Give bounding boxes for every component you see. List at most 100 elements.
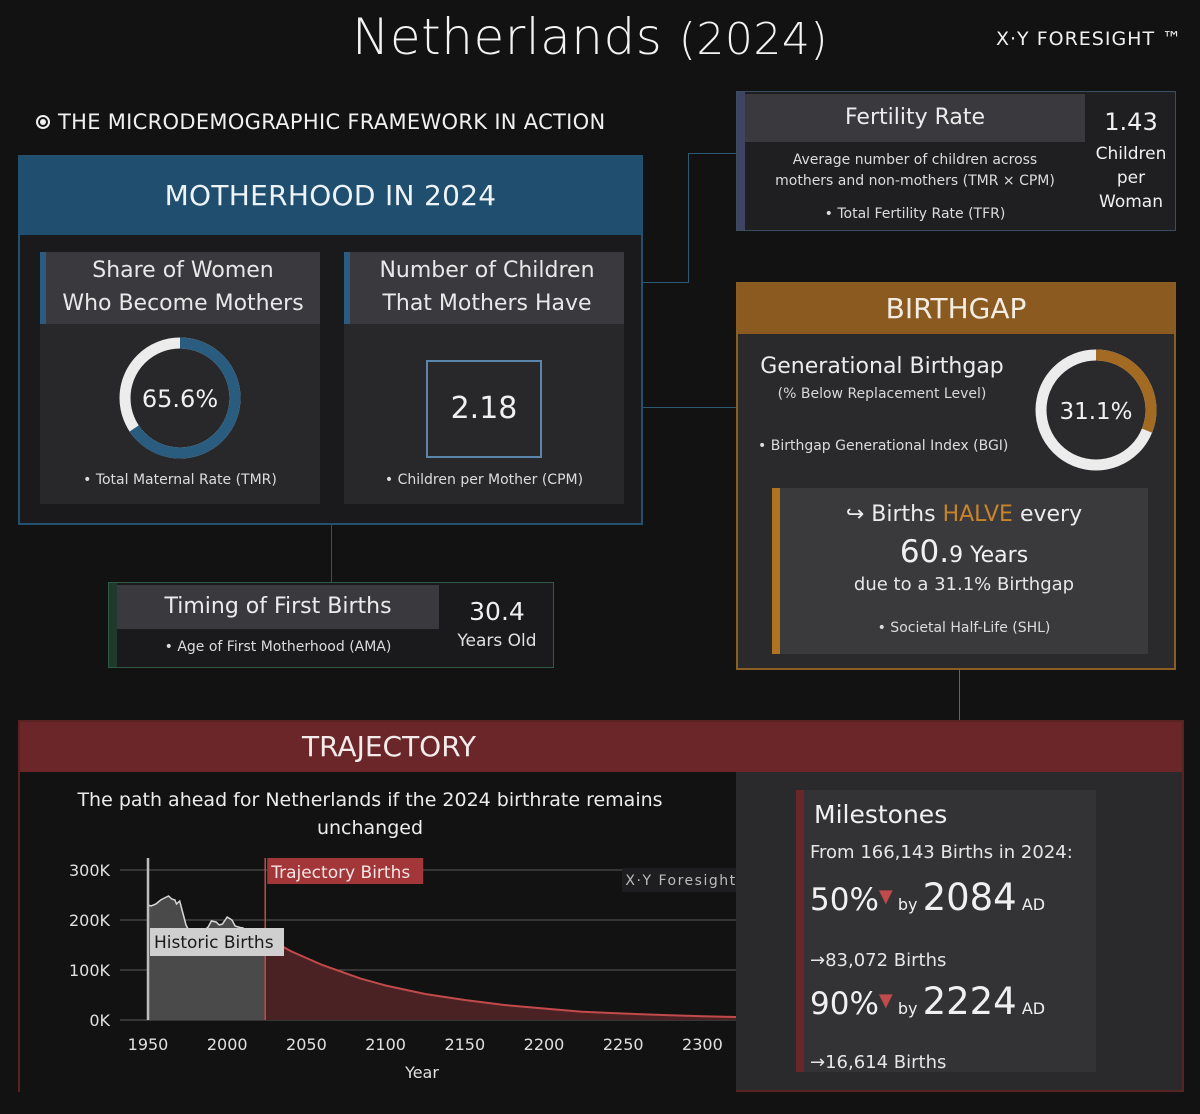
shl-years-small: 9 Years: [949, 543, 1029, 568]
framework-label: THE MICRODEMOGRAPHIC FRAMEWORK IN ACTION: [58, 110, 606, 134]
tfr-unit-line3: Woman: [1099, 192, 1163, 212]
birthgap-panel: BIRTHGAP Generational Birthgap (% Below …: [736, 282, 1176, 670]
milestone-90-year: 2224: [922, 980, 1017, 1023]
cpm-value: 2.18: [426, 360, 542, 458]
connector-line: [643, 407, 736, 408]
shl-accent-bar: [772, 488, 780, 654]
connector-line: [331, 525, 332, 582]
births-chart: 300K 200K 100K 0K 1950 2000 2050 2100 2150 2200 22…: [69, 858, 736, 1082]
watermark-label: X·Y Foresight: [625, 873, 736, 889]
shl-line1: ↪ Births HALVE every: [780, 502, 1148, 527]
shl-years: 60.9 Years: [780, 534, 1148, 570]
fertility-title: Fertility Rate: [745, 94, 1085, 142]
y-tick-label: 300K: [69, 861, 111, 880]
page-title: Netherlands (2024): [0, 8, 1180, 66]
milestone-90-births: →16,614 Births: [810, 1052, 947, 1073]
shl-box: ↪ Births HALVE every 60.9 Years due to a…: [772, 488, 1148, 654]
tfr-value: 1.43: [1104, 108, 1158, 136]
title-country: Netherlands: [351, 8, 663, 66]
down-triangle-icon: ▼: [878, 886, 893, 907]
shl-halve: HALVE: [942, 502, 1013, 527]
connector-line: [643, 282, 688, 283]
trajectory-heading: TRAJECTORY: [302, 730, 476, 763]
brand-label: X·Y FORESIGHT ™: [996, 28, 1183, 50]
milestone-90-by: by: [897, 999, 918, 1018]
bgi-bullet: • Birthgap Generational Index (BGI): [758, 438, 1009, 454]
trajectory-births-label: Trajectory Births: [270, 863, 410, 883]
chart-title-line1: The path ahead for Netherlands if the 20…: [77, 789, 663, 811]
historic-births-area: [148, 896, 266, 1020]
timing-accent-bar: [109, 583, 117, 667]
trajectory-heading-bar: TRAJECTORY: [20, 722, 1182, 772]
fertility-desc: Average number of children across mother…: [745, 150, 1085, 192]
tfr-unit-line1: Children: [1095, 144, 1167, 164]
fertility-desc-line2: mothers and non-mothers (TMR × CPM): [775, 173, 1055, 189]
x-tick-label: 2100: [365, 1035, 406, 1054]
connector-line: [959, 670, 960, 722]
milestones-accent-bar: [796, 790, 804, 1072]
tmr-value: 65.6%: [142, 385, 218, 413]
milestone-50: 50%▼ by 2084 AD: [810, 876, 1094, 919]
return-arrow-icon: ↪: [845, 502, 865, 527]
watermark-bg: [622, 868, 736, 892]
connector-line: [688, 153, 736, 154]
children-title-line1: Number of Children: [379, 258, 595, 283]
milestone-90-pct: 90%: [810, 986, 879, 1022]
x-tick-label: 2150: [444, 1035, 485, 1054]
x-tick-label: 2300: [682, 1035, 723, 1054]
tmr-donut: 65.6%: [119, 337, 241, 459]
children-card: Number of Children That Mothers Have 2.1…: [344, 252, 624, 504]
x-tick-label: 2250: [603, 1035, 644, 1054]
motherhood-heading: MOTHERHOOD IN 2024: [20, 157, 641, 235]
children-title: Number of Children That Mothers Have: [344, 252, 624, 324]
milestones-from: From 166,143 Births in 2024:: [810, 842, 1073, 863]
y-tick-label: 0K: [89, 1011, 110, 1030]
y-tick-label: 200K: [69, 911, 111, 930]
trajectory-label-bg: [267, 858, 424, 884]
fertility-desc-line1: Average number of children across: [792, 152, 1038, 168]
down-triangle-icon: ▼: [878, 990, 893, 1011]
shl-years-big: 60.: [899, 534, 950, 570]
framework-heading: THE MICRODEMOGRAPHIC FRAMEWORK IN ACTION: [36, 110, 606, 134]
trajectory-births-area: [265, 936, 736, 1020]
ama-bullet: • Age of First Motherhood (AMA): [164, 639, 392, 655]
milestones-title: Milestones: [814, 800, 948, 829]
milestones-box: Milestones From 166,143 Births in 2024: …: [796, 790, 1096, 1073]
x-tick-label: 2200: [524, 1035, 565, 1054]
donut-arc: [1035, 349, 1157, 471]
tfr-unit-line2: per: [1116, 168, 1146, 188]
share-title-line1: Share of Women: [92, 258, 274, 283]
x-axis-label: Year: [404, 1063, 439, 1082]
shl-births: Births: [871, 502, 936, 527]
radio-dot-icon: [36, 115, 50, 129]
historic-births-label: Historic Births: [154, 933, 274, 953]
timing-title: Timing of First Births: [117, 585, 439, 629]
children-title-line2: That Mothers Have: [382, 291, 592, 316]
timing-panel: Timing of First Births • Age of First Mo…: [108, 582, 554, 668]
y-tick-label: 100K: [69, 961, 111, 980]
tmr-bullet: • Total Maternal Rate (TMR): [83, 472, 277, 488]
tfr-bullet: • Total Fertility Rate (TFR): [824, 206, 1006, 222]
cpm-bullet: • Children per Mother (CPM): [384, 472, 584, 488]
connector-line: [688, 153, 689, 283]
share-mothers-title: Share of Women Who Become Mothers: [40, 252, 320, 324]
bgi-donut: 31.1%: [1035, 349, 1157, 471]
birthgap-title: Generational Birthgap: [760, 354, 1004, 379]
share-mothers-card: Share of Women Who Become Mothers 65.6% …: [40, 252, 320, 504]
milestone-50-pct: 50%: [810, 882, 879, 918]
bgi-value: 31.1%: [1059, 399, 1132, 425]
shl-bullet: • Societal Half-Life (SHL): [877, 620, 1051, 636]
shl-due: due to a 31.1% Birthgap: [853, 574, 1075, 595]
shl-every: every: [1019, 502, 1083, 527]
milestone-50-by: by: [897, 895, 918, 914]
fertility-accent-bar: [737, 92, 745, 230]
x-tick-label: 2050: [286, 1035, 327, 1054]
x-tick-label: 2000: [207, 1035, 248, 1054]
birthgap-subtitle: (% Below Replacement Level): [777, 386, 987, 402]
title-year: (2024): [678, 14, 828, 65]
birthgap-heading: BIRTHGAP: [738, 284, 1174, 334]
motherhood-panel: MOTHERHOOD IN 2024 Share of Women Who Be…: [18, 155, 643, 525]
ama-unit: Years Old: [457, 631, 537, 651]
milestone-50-births: →83,072 Births: [810, 950, 947, 971]
trajectory-chart-area: The path ahead for Netherlands if the 20…: [20, 772, 736, 1092]
